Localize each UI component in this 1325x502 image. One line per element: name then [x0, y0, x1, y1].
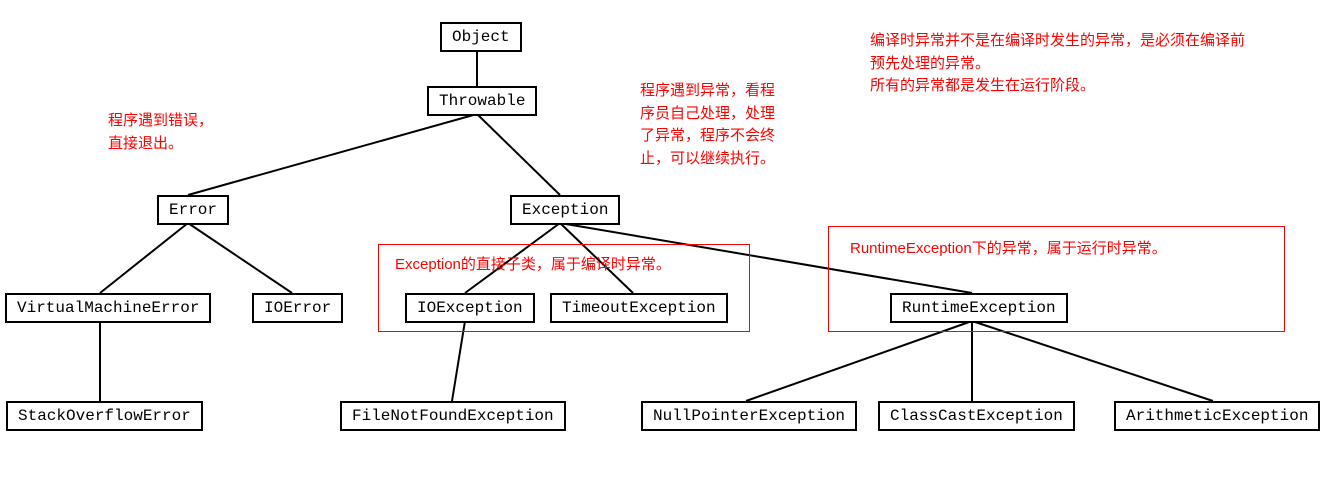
- annotation-runtime-subclass: RuntimeException下的异常，属于运行时异常。: [850, 238, 1167, 261]
- node-exception: Exception: [510, 195, 620, 225]
- node-stackoverflowerror: StackOverflowError: [6, 401, 203, 431]
- node-runtimeexception: RuntimeException: [890, 293, 1068, 323]
- node-virtualmachineerror: VirtualMachineError: [5, 293, 211, 323]
- annotation-compile-subclass: Exception的直接子类，属于编译时异常。: [395, 254, 671, 277]
- annotation-error: 程序遇到错误， 直接退出。: [108, 110, 213, 155]
- node-ioexception: IOException: [405, 293, 535, 323]
- annotation-line: 序员自己处理，处理: [640, 103, 775, 126]
- annotation-line: 直接退出。: [108, 133, 213, 156]
- annotation-line: RuntimeException下的异常，属于运行时异常。: [850, 238, 1167, 261]
- node-nullpointerexception: NullPointerException: [641, 401, 857, 431]
- annotation-exception: 程序遇到异常，看程 序员自己处理，处理 了异常，程序不会终 止，可以继续执行。: [640, 80, 775, 170]
- annotation-line: 了异常，程序不会终: [640, 125, 775, 148]
- node-ioerror: IOError: [252, 293, 343, 323]
- annotation-line: 预先处理的异常。: [870, 53, 1245, 76]
- node-timeoutexception: TimeoutException: [550, 293, 728, 323]
- annotation-line: 所有的异常都是发生在运行阶段。: [870, 75, 1245, 98]
- node-error: Error: [157, 195, 229, 225]
- annotation-line: 编译时异常并不是在编译时发生的异常，是必须在编译前: [870, 30, 1245, 53]
- node-arithmeticexception: ArithmeticException: [1114, 401, 1320, 431]
- annotation-line: 止，可以继续执行。: [640, 148, 775, 171]
- node-filenotfoundexception: FileNotFoundException: [340, 401, 566, 431]
- node-classcastexception: ClassCastException: [878, 401, 1075, 431]
- annotation-line: Exception的直接子类，属于编译时异常。: [395, 254, 671, 277]
- annotation-line: 程序遇到异常，看程: [640, 80, 775, 103]
- annotation-compiletime-note: 编译时异常并不是在编译时发生的异常，是必须在编译前 预先处理的异常。 所有的异常…: [870, 30, 1245, 98]
- annotation-line: 程序遇到错误，: [108, 110, 213, 133]
- node-throwable: Throwable: [427, 86, 537, 116]
- node-object: Object: [440, 22, 522, 52]
